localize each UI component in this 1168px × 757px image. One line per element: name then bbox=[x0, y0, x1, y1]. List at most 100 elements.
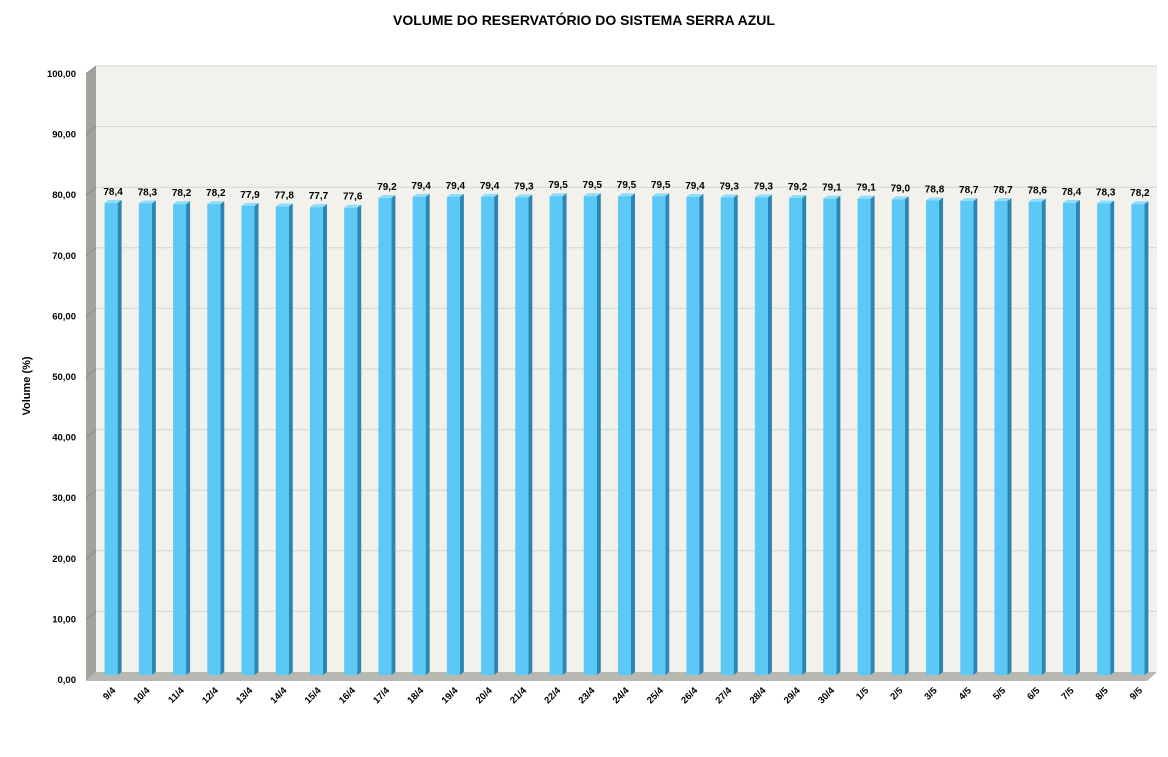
bar-top bbox=[652, 193, 670, 197]
x-tick-label: 20/4 bbox=[474, 685, 495, 706]
wall-gridline bbox=[85, 308, 97, 317]
x-tick-label: 13/4 bbox=[234, 685, 255, 706]
bar bbox=[789, 198, 803, 675]
bar-top bbox=[173, 201, 191, 205]
bar-side bbox=[1075, 199, 1080, 675]
bar-side bbox=[939, 197, 944, 676]
wall-gridline bbox=[85, 247, 97, 257]
bar-side bbox=[322, 204, 327, 675]
bar bbox=[823, 198, 837, 676]
bar bbox=[481, 196, 495, 675]
data-label: 79,1 bbox=[856, 183, 876, 194]
x-tick-label: 15/4 bbox=[303, 685, 324, 706]
bar-top bbox=[789, 195, 807, 199]
x-tick-label: 7/5 bbox=[1059, 685, 1077, 703]
bar bbox=[344, 207, 358, 675]
bar-side bbox=[699, 193, 704, 675]
data-label: 78,2 bbox=[172, 188, 192, 199]
data-label: 78,4 bbox=[103, 187, 123, 198]
bar-side bbox=[1007, 198, 1012, 675]
x-tick-label: 11/4 bbox=[166, 685, 187, 706]
y-tick-label: 30,00 bbox=[52, 493, 76, 504]
bar-side bbox=[904, 196, 909, 675]
x-tick-label: 17/4 bbox=[371, 685, 392, 706]
x-tick-label: 6/5 bbox=[1025, 685, 1043, 703]
data-label: 79,5 bbox=[548, 180, 568, 191]
bar-side bbox=[357, 204, 362, 675]
bar bbox=[378, 198, 392, 675]
bar-side bbox=[870, 195, 875, 676]
bar bbox=[446, 196, 460, 675]
x-tick-label: 28/4 bbox=[748, 685, 769, 706]
wall-gridline bbox=[85, 368, 97, 378]
bar-side bbox=[973, 198, 978, 675]
bar-top bbox=[926, 197, 944, 201]
x-tick-label: 1/5 bbox=[854, 685, 872, 703]
x-tick-label: 8/5 bbox=[1094, 685, 1112, 703]
bar-side bbox=[596, 193, 601, 676]
bar bbox=[960, 201, 974, 675]
bar bbox=[652, 196, 666, 676]
data-label: 79,5 bbox=[617, 180, 637, 191]
bar bbox=[104, 202, 118, 675]
bar bbox=[686, 196, 700, 675]
bar bbox=[241, 205, 255, 675]
x-tick-label: 30/4 bbox=[816, 685, 837, 706]
wall-gridline bbox=[85, 65, 97, 75]
x-tick-label: 26/4 bbox=[679, 685, 700, 706]
bar-side bbox=[562, 193, 567, 676]
data-label: 79,2 bbox=[377, 182, 397, 193]
data-label: 79,4 bbox=[446, 181, 466, 192]
bar-side bbox=[494, 193, 499, 675]
bar-top bbox=[994, 198, 1012, 202]
bar bbox=[138, 203, 152, 675]
data-label: 79,5 bbox=[583, 180, 603, 191]
bar-top bbox=[207, 201, 225, 205]
y-tick-label: 100,00 bbox=[47, 69, 76, 80]
bar-top bbox=[583, 193, 601, 197]
wall-gridline bbox=[85, 186, 97, 196]
bar-side bbox=[1041, 198, 1046, 675]
y-tick-label: 40,00 bbox=[52, 433, 76, 444]
data-label: 79,2 bbox=[788, 182, 808, 193]
x-tick-label: 21/4 bbox=[508, 685, 529, 706]
bar bbox=[549, 196, 563, 676]
bar bbox=[1131, 204, 1145, 675]
bar-top bbox=[686, 193, 704, 197]
x-tick-label: 12/4 bbox=[200, 685, 221, 706]
wall-gridline bbox=[85, 429, 97, 438]
data-label: 78,3 bbox=[1096, 188, 1116, 199]
y-tick-label: 90,00 bbox=[52, 130, 76, 141]
bar-side bbox=[254, 202, 259, 675]
x-tick-label: 9/5 bbox=[1128, 685, 1146, 703]
y-tick-label: 10,00 bbox=[52, 614, 76, 625]
y-tick-label: 80,00 bbox=[52, 190, 76, 201]
bar-top bbox=[960, 198, 978, 202]
y-tick-label: 60,00 bbox=[52, 311, 76, 322]
bar-side bbox=[631, 193, 635, 676]
chart-title: VOLUME DO RESERVATÓRIO DO SISTEMA SERRA … bbox=[393, 12, 775, 28]
x-tick-label: 5/5 bbox=[991, 685, 1009, 703]
bar bbox=[412, 196, 426, 675]
x-tick-label: 4/5 bbox=[957, 685, 975, 703]
data-label: 79,4 bbox=[685, 181, 705, 192]
data-label: 77,8 bbox=[275, 191, 295, 202]
bar-side bbox=[733, 194, 738, 675]
bar-side bbox=[802, 195, 807, 675]
bar-top bbox=[481, 193, 499, 197]
x-tick-label: 18/4 bbox=[405, 685, 426, 706]
bar-top bbox=[515, 194, 533, 198]
wall-gridline bbox=[85, 126, 97, 135]
bar-top bbox=[446, 193, 464, 197]
data-label: 79,3 bbox=[719, 181, 739, 192]
y-tick-label: 20,00 bbox=[52, 554, 76, 565]
data-label: 78,7 bbox=[993, 185, 1013, 196]
bar-side bbox=[151, 200, 156, 675]
bar bbox=[720, 197, 734, 675]
bar-top bbox=[891, 196, 909, 200]
wall-gridline bbox=[85, 611, 97, 620]
bar bbox=[1097, 203, 1111, 675]
bar bbox=[1062, 202, 1076, 675]
bar-side bbox=[117, 199, 122, 675]
